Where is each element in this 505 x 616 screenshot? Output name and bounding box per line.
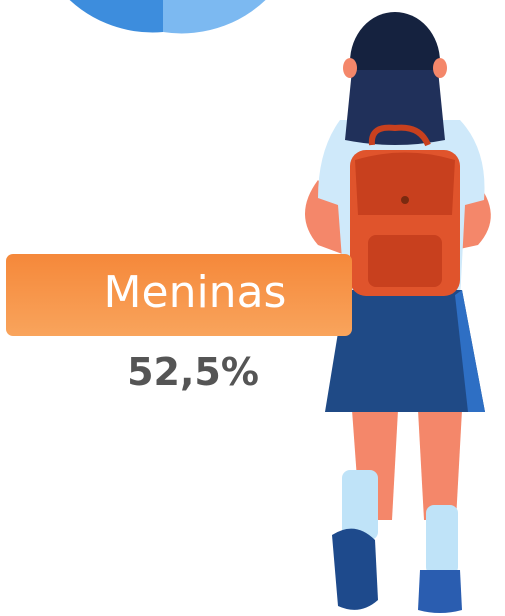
pie-fragment <box>60 0 275 33</box>
page: Meninas 52,5% (() => { const data = JSON… <box>0 0 505 616</box>
percentage-value: 52,5% <box>127 350 259 394</box>
category-label: Meninas <box>104 267 287 318</box>
infographic: Meninas 52,5% <box>0 0 505 616</box>
